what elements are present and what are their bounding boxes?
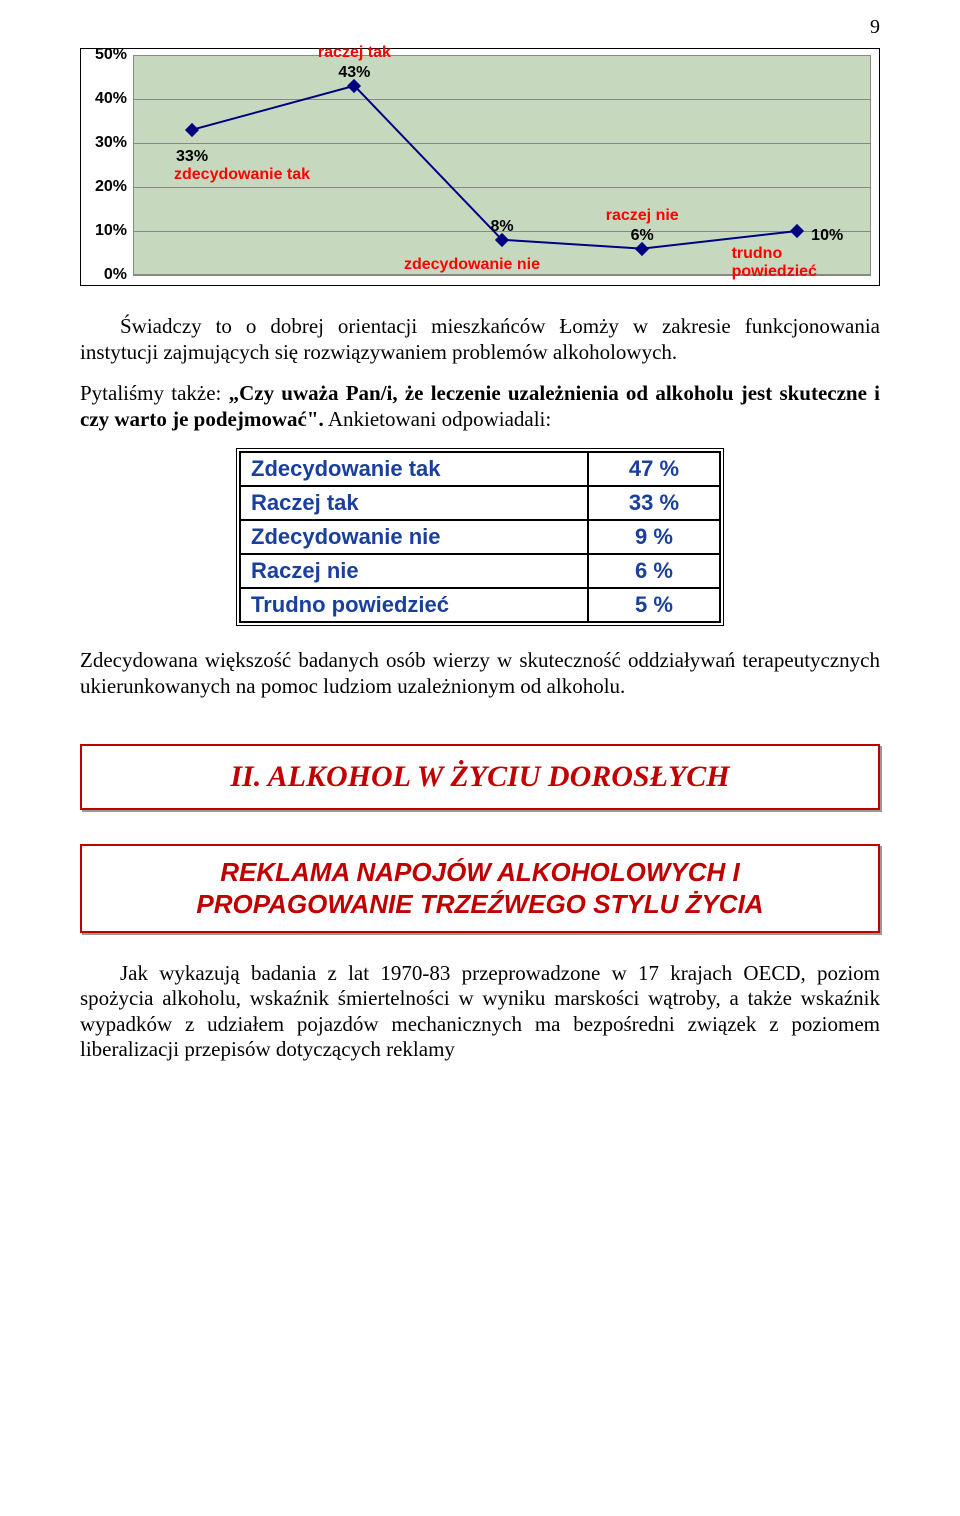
para1-post: Ankietowani odpowiadali: [324, 407, 551, 431]
section-title: II. ALKOHOL W ŻYCIU DOROSŁYCH [230, 760, 729, 793]
table-label: Zdecydowanie nie [240, 520, 588, 554]
table-value: 5 % [588, 588, 720, 622]
table-value: 9 % [588, 520, 720, 554]
section-banner: II. ALKOHOL W ŻYCIU DOROSŁYCH [80, 744, 880, 810]
data-label: trudnopowiedzieć [732, 245, 817, 281]
y-tick-label: 40% [89, 90, 127, 108]
page-number: 9 [870, 16, 880, 39]
table-label: Trudno powiedzieć [240, 588, 588, 622]
results-table: Zdecydowanie tak47 %Raczej tak33 %Zdecyd… [236, 448, 724, 626]
y-tick-label: 20% [89, 178, 127, 196]
data-label: raczej tak [318, 44, 391, 62]
table-row: Raczej nie6 % [240, 554, 720, 588]
subsection-line1: REKLAMA NAPOJÓW ALKOHOLOWYCH I [100, 856, 860, 889]
table-label: Zdecydowanie tak [240, 452, 588, 486]
data-value: 10% [811, 227, 843, 245]
y-tick-label: 10% [89, 222, 127, 240]
table-label: Raczej nie [240, 554, 588, 588]
data-label: zdecydowanie tak [174, 166, 310, 184]
table-label: Raczej tak [240, 486, 588, 520]
data-value: 43% [338, 64, 370, 82]
paragraph-question: Pytaliśmy także: „Czy uważa Pan/i, że le… [80, 381, 880, 432]
paragraph-intro: Świadczy to o dobrej orientacji mieszkań… [80, 314, 880, 365]
para1-text-a: Świadczy to o dobrej orientacji mieszkań… [80, 314, 880, 364]
table-row: Zdecydowanie nie9 % [240, 520, 720, 554]
table-value: 33 % [588, 486, 720, 520]
subsection-line2: PROPAGOWANIE TRZEŹWEGO STYLU ŻYCIA [100, 888, 860, 921]
y-tick-label: 0% [89, 266, 127, 284]
table-value: 47 % [588, 452, 720, 486]
table-row: Raczej tak33 % [240, 486, 720, 520]
y-tick-label: 50% [89, 46, 127, 64]
y-tick-label: 30% [89, 134, 127, 152]
paragraph-conclusion: Zdecydowana większość badanych osób wier… [80, 648, 880, 699]
subsection-banner: REKLAMA NAPOJÓW ALKOHOLOWYCH I PROPAGOWA… [80, 844, 880, 933]
table-row: Trudno powiedzieć5 % [240, 588, 720, 622]
para1-pre: Pytaliśmy także: [80, 381, 229, 405]
table-row: Zdecydowanie tak47 % [240, 452, 720, 486]
data-label: raczej nie [606, 207, 679, 225]
data-label: zdecydowanie nie [404, 256, 540, 274]
data-value: 8% [490, 218, 513, 236]
data-value: 33% [176, 148, 208, 166]
data-value: 6% [631, 227, 654, 245]
paragraph-body: Jak wykazują badania z lat 1970-83 przep… [80, 961, 880, 1063]
line-chart: 0%10%20%30%40%50%33%zdecydowanie tak43%r… [133, 55, 871, 275]
table-value: 6 % [588, 554, 720, 588]
chart-container: 0% 10% 20% 30% 40% 50% 33%zdecydowanie tak 43% r… [80, 48, 880, 286]
